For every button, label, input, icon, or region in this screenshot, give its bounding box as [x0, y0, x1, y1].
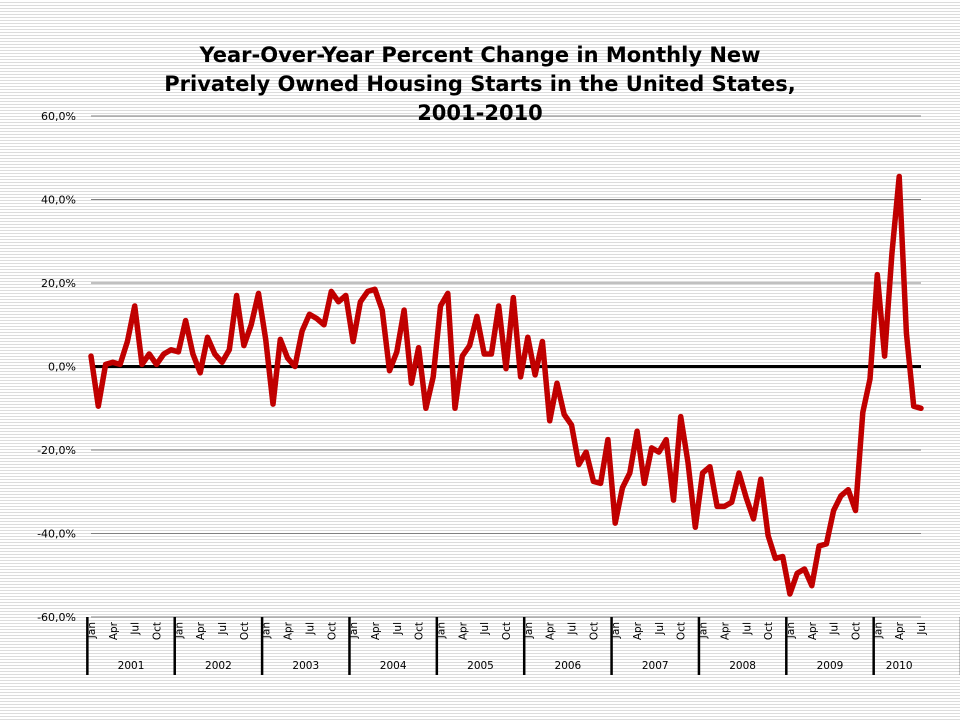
- month-tick-label: Apr: [807, 621, 819, 640]
- month-tick-label: Jul: [741, 622, 753, 636]
- month-tick-label: Jan: [698, 622, 710, 639]
- month-tick-label: Jan: [86, 622, 98, 639]
- month-tick-label: Jul: [217, 622, 229, 636]
- series-layer: [88, 173, 924, 597]
- y-tick-label: 60,0%: [41, 110, 76, 123]
- x-axis: Jan Apr Jul Oct Jan Apr Jul Oct Jan Apr Jul Oct Jan A…: [86, 617, 960, 675]
- month-tick-label: Apr: [632, 621, 644, 640]
- month-tick-label: Oct: [501, 622, 513, 640]
- month-tick-label: Jul: [304, 622, 316, 636]
- y-tick-label: -20,0%: [37, 444, 76, 457]
- series-line: [88, 173, 924, 597]
- y-tick-label: 20,0%: [41, 277, 76, 290]
- month-tick-label: Apr: [894, 621, 906, 640]
- month-tick-label: Oct: [676, 622, 688, 640]
- chart-title-line-1: Year-Over-Year Percent Change in Monthly…: [198, 43, 760, 67]
- month-tick-label: Oct: [152, 622, 164, 640]
- month-tick-label: Jul: [567, 622, 579, 636]
- month-tick-label: Jul: [479, 622, 491, 636]
- month-tick-label: Jul: [130, 622, 142, 636]
- month-tick-label: Jan: [261, 622, 273, 639]
- month-tick-label: Jan: [173, 622, 185, 639]
- month-tick-label: Jan: [785, 622, 797, 639]
- year-label: 2007: [642, 660, 669, 672]
- month-tick-label: Oct: [414, 622, 426, 640]
- gridlines: [91, 115, 921, 618]
- month-tick-label: Apr: [545, 621, 557, 640]
- month-tick-label: Jul: [654, 622, 666, 636]
- year-label: 2010: [886, 660, 913, 672]
- year-label: 2005: [467, 660, 494, 672]
- chart-title-line-3: 2001-2010: [417, 101, 543, 125]
- year-label: 2001: [118, 660, 145, 672]
- year-label: 2004: [380, 660, 407, 672]
- y-axis-tick-labels: 60,0% 40,0% 20,0% 0,0% -20,0% -40,0% -60,0%: [37, 110, 76, 624]
- month-tick-label: Jan: [610, 622, 622, 639]
- chart-title-line-2: Privately Owned Housing Starts in the Un…: [164, 72, 795, 96]
- month-tick-label: Jan: [872, 622, 884, 639]
- month-tick-label: Oct: [588, 622, 600, 640]
- month-tick-label: Oct: [239, 622, 251, 640]
- month-tick-label: Jan: [348, 622, 360, 639]
- y-tick-label: 0,0%: [48, 361, 76, 374]
- month-tick-label: Jan: [435, 622, 447, 639]
- month-tick-label: Apr: [457, 621, 469, 640]
- y-tick-label: -40,0%: [37, 528, 76, 541]
- year-label: 2006: [555, 660, 582, 672]
- year-label: 2003: [292, 660, 319, 672]
- month-tick-label: Apr: [108, 621, 120, 640]
- month-tick-label: Oct: [326, 622, 338, 640]
- month-tick-label: Jul: [916, 622, 928, 636]
- month-tick-label: Jan: [523, 622, 535, 639]
- year-label: 2009: [817, 660, 844, 672]
- month-tick-label: Oct: [763, 622, 775, 640]
- year-label: 2008: [729, 660, 756, 672]
- month-tick-label: Apr: [719, 621, 731, 640]
- month-tick-label: Apr: [195, 621, 207, 640]
- month-tick-label: Oct: [850, 622, 862, 640]
- year-label: 2002: [205, 660, 232, 672]
- month-tick-label: Apr: [370, 621, 382, 640]
- month-tick-label: Apr: [283, 621, 295, 640]
- month-tick-label: Jul: [829, 622, 841, 636]
- chart-title: Year-Over-Year Percent Change in Monthly…: [164, 43, 795, 125]
- month-tick-label: Jul: [392, 622, 404, 636]
- y-tick-label: -60,0%: [37, 611, 76, 624]
- y-tick-label: 40,0%: [41, 194, 76, 207]
